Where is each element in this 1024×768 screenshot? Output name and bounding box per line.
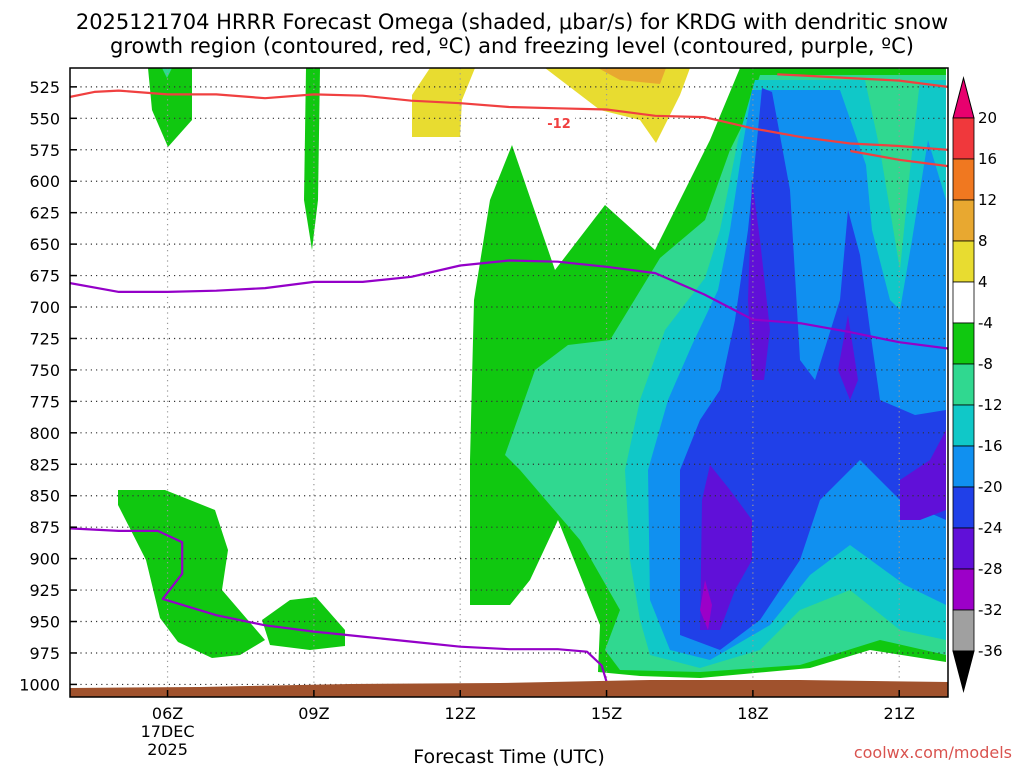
x-tick-label: 15Z bbox=[591, 704, 622, 723]
y-tick-label: 650 bbox=[29, 235, 60, 254]
colorbar-label: -32 bbox=[978, 601, 1003, 619]
colorbar-segment bbox=[952, 240, 975, 283]
colorbar-segment bbox=[952, 486, 975, 529]
grid-lines bbox=[70, 68, 948, 697]
x-tick-date-label: 17DEC bbox=[141, 722, 195, 741]
omega-region-ascent-24 bbox=[700, 465, 752, 630]
colorbar-label: -24 bbox=[978, 519, 1003, 537]
y-tick-label: 750 bbox=[29, 361, 60, 380]
y-tick-label: 550 bbox=[29, 109, 60, 128]
omega-region-weak-ascent bbox=[304, 68, 320, 250]
omega-region-weak-ascent bbox=[148, 68, 192, 147]
colorbar-segment bbox=[952, 322, 975, 365]
y-tick-label: 925 bbox=[29, 581, 60, 600]
plot-frame bbox=[69, 67, 949, 698]
x-tick-label: 18Z bbox=[737, 704, 768, 723]
y-tick-label: 950 bbox=[29, 613, 60, 632]
colorbar-label: -8 bbox=[978, 355, 993, 373]
y-tick-label: 900 bbox=[29, 550, 60, 569]
y-tick-label: 800 bbox=[29, 424, 60, 443]
contour-line-3 bbox=[70, 259, 948, 350]
colorbar-label: -28 bbox=[978, 560, 1003, 578]
contours bbox=[70, 73, 948, 697]
colorbar-segment bbox=[952, 281, 975, 324]
y-tick-label: 775 bbox=[29, 392, 60, 411]
x-tick-label: 21Z bbox=[884, 704, 915, 723]
colorbar-segment bbox=[952, 363, 975, 406]
colorbar-max-arrow bbox=[952, 76, 975, 119]
colorbar-label: 8 bbox=[978, 232, 988, 250]
chart-title-line-2: growth region (contoured, red, ºC) and f… bbox=[110, 34, 914, 58]
y-tick-label: 600 bbox=[29, 172, 60, 191]
omega-region-descent-4 bbox=[545, 68, 690, 143]
y-tick-label: 825 bbox=[29, 455, 60, 474]
omega-region-weak-ascent bbox=[262, 597, 345, 650]
colorbar-label: -36 bbox=[978, 642, 1003, 660]
colorbar-label: -4 bbox=[978, 314, 993, 332]
colorbar-label: -12 bbox=[978, 396, 1003, 414]
contour-line-0 bbox=[70, 89, 948, 151]
omega-region-descent-8 bbox=[598, 68, 666, 84]
y-tick-label: 975 bbox=[29, 644, 60, 663]
colorbar-label: 20 bbox=[978, 109, 997, 127]
omega-region-ascent-20 bbox=[680, 88, 946, 650]
y-tick-label: 850 bbox=[29, 487, 60, 506]
x-tick-year-label: 2025 bbox=[147, 740, 188, 759]
colorbar-segment bbox=[952, 117, 975, 160]
omega-region-weak-ascent bbox=[162, 68, 172, 78]
colorbar-segment bbox=[952, 568, 975, 611]
y-tick-label: 700 bbox=[29, 298, 60, 317]
y-tick-label: 675 bbox=[29, 267, 60, 286]
colorbar-segment bbox=[952, 445, 975, 488]
colorbar-label: 4 bbox=[978, 273, 988, 291]
omega-region-ascent-24 bbox=[900, 430, 946, 520]
colorbar-label: -16 bbox=[978, 437, 1003, 455]
colorbar-segment bbox=[952, 199, 975, 242]
chart-title-line-1: 2025121704 HRRR Forecast Omega (shaded, … bbox=[76, 10, 948, 34]
omega-region-ascent-28 bbox=[700, 580, 712, 630]
x-tick-label: 06Z bbox=[152, 704, 183, 723]
omega-region-ascent-24 bbox=[748, 180, 770, 380]
y-tick-label: 525 bbox=[29, 78, 60, 97]
y-tick-label: 725 bbox=[29, 329, 60, 348]
dendritic-contour-label: -12 bbox=[547, 117, 571, 132]
colorbar-label: -20 bbox=[978, 478, 1003, 496]
contour-line-2 bbox=[850, 149, 948, 168]
y-tick-label: 625 bbox=[29, 204, 60, 223]
y-tick-label: 1000 bbox=[19, 675, 60, 694]
colorbar-segment bbox=[952, 527, 975, 570]
colorbar-label: 12 bbox=[978, 191, 997, 209]
colorbar-min-arrow bbox=[952, 650, 975, 693]
contour-line-1 bbox=[777, 73, 948, 88]
terrain-ground bbox=[70, 680, 948, 697]
x-tick-label: 12Z bbox=[445, 704, 476, 723]
colorbar-segment bbox=[952, 158, 975, 201]
y-axis: 525 550 575 600 625 650 675 700 725 750 775 800 825 8… bbox=[19, 78, 77, 694]
contour-label-bg bbox=[543, 116, 575, 130]
colorbar-segment bbox=[952, 404, 975, 447]
omega-region-ascent-24 bbox=[838, 315, 858, 400]
y-tick-label: 575 bbox=[29, 141, 60, 160]
x-tick-label: 09Z bbox=[298, 704, 329, 723]
omega-shading bbox=[118, 68, 946, 678]
colorbar-segment bbox=[952, 609, 975, 652]
colorbar-label: 16 bbox=[978, 150, 997, 168]
y-tick-label: 875 bbox=[29, 518, 60, 537]
credit-text: coolwx.com/models bbox=[854, 743, 1012, 762]
x-axis-title: Forecast Time (UTC) bbox=[413, 746, 604, 768]
colorbar: 20 16 12 8 4 -4 -8 -12 -16 -20 -24 -28 -32 -36 bbox=[952, 76, 1003, 693]
contour-line-4 bbox=[70, 527, 608, 697]
